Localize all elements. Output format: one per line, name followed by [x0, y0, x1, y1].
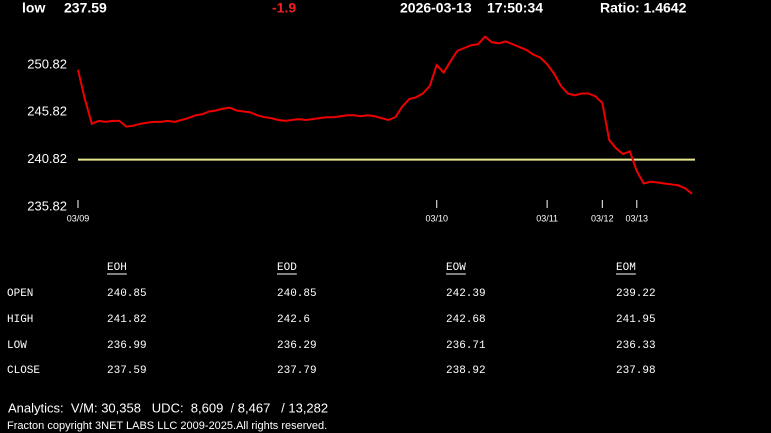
y-tick-label: 250.82: [27, 56, 67, 71]
cell: 237.98: [616, 365, 656, 377]
row-label: HIGH: [7, 314, 33, 326]
change: -1.9: [272, 0, 296, 16]
cell: 242.39: [446, 288, 486, 300]
cell: 236.29: [277, 340, 317, 352]
x-tick-label: 03/11: [536, 213, 558, 223]
y-tick-label: 235.82: [27, 198, 67, 213]
cell: 242.6: [277, 314, 310, 326]
row-label: LOW: [7, 340, 27, 352]
analytics: Analytics: V/M: 30,358 UDC: 8,609 / 8,46…: [8, 400, 328, 415]
row-label: OPEN: [7, 288, 33, 300]
cell: 238.92: [446, 365, 486, 377]
x-tick-label: 03/10: [425, 213, 448, 223]
cell: 237.59: [107, 365, 147, 377]
cell: 237.79: [277, 365, 317, 377]
cell: 239.22: [616, 288, 656, 300]
cell: 240.85: [107, 288, 147, 300]
copyright: Fracton copyright 3NET LABS LLC 2009-202…: [7, 420, 327, 432]
column-header: EOW: [446, 262, 466, 274]
cell: 236.71: [446, 340, 486, 352]
x-tick-label: 03/13: [626, 213, 649, 223]
y-tick-label: 245.82: [27, 104, 67, 119]
cell: 236.99: [107, 340, 147, 352]
price: 237.59: [64, 0, 107, 16]
cell: 236.33: [616, 340, 656, 352]
x-tick-label: 03/12: [591, 213, 614, 223]
row-label: CLOSE: [7, 365, 40, 377]
cell: 241.82: [107, 314, 147, 326]
column-header: EOH: [107, 262, 127, 274]
column-header: EOM: [616, 262, 636, 274]
column-header: EOD: [277, 262, 297, 274]
price-label: low: [22, 0, 45, 16]
y-tick-label: 240.82: [27, 151, 67, 166]
cell: 240.85: [277, 288, 317, 300]
date: 2026-03-13: [400, 0, 472, 16]
time: 17:50:34: [487, 0, 543, 16]
x-tick-label: 03/09: [67, 213, 90, 223]
ratio: Ratio: 1.4642: [600, 0, 687, 16]
cell: 242.68: [446, 314, 486, 326]
price-line: [77, 35, 693, 195]
cell: 241.95: [616, 314, 656, 326]
